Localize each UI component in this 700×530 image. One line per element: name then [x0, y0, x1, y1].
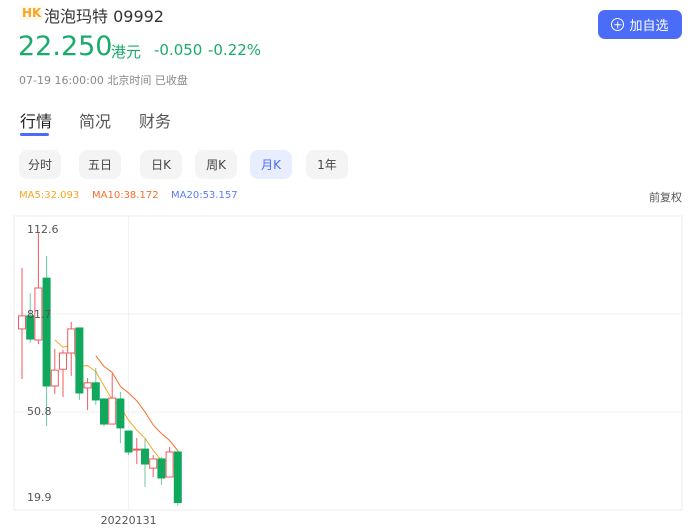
- candle-body: [18, 315, 26, 330]
- candle-body: [141, 448, 149, 465]
- candle-body: [67, 328, 76, 354]
- candle: [91, 367, 100, 406]
- price-change-pct: -0.22%: [208, 41, 262, 59]
- ma10-legend: MA10:38.172: [92, 190, 159, 201]
- candle: [149, 455, 158, 478]
- candle-body: [75, 327, 84, 394]
- candle: [173, 450, 182, 506]
- plus-circle-icon: [611, 18, 625, 31]
- candle: [75, 327, 84, 400]
- candle-body: [91, 382, 100, 401]
- period-daily[interactable]: 日K: [140, 150, 182, 179]
- add-watchlist-button[interactable]: 加自选: [598, 10, 682, 39]
- candle: [67, 321, 76, 376]
- market-badge: HK: [20, 6, 44, 20]
- candle: [26, 293, 35, 343]
- ma5-legend: MA5:32.093: [19, 190, 80, 201]
- y-tick: 81.7: [27, 308, 52, 321]
- currency: 港元: [111, 43, 142, 61]
- timestamp: 07-19 16:00:00 北京时间 已收盘: [19, 74, 188, 87]
- candle: [157, 457, 166, 485]
- tab-market[interactable]: 行情: [20, 112, 53, 131]
- y-tick: 112.6: [27, 223, 59, 236]
- candle-body: [59, 352, 67, 370]
- candle-body: [157, 458, 166, 479]
- candle: [108, 373, 117, 425]
- candle-body: [149, 458, 158, 469]
- candle-body: [108, 397, 117, 425]
- stock-name: 泡泡玛特 09992: [44, 7, 164, 26]
- period-monthly[interactable]: 月K: [250, 150, 292, 179]
- candle: [50, 348, 59, 394]
- period-weekly[interactable]: 周K: [195, 150, 237, 179]
- candle-body: [173, 451, 182, 504]
- candle-body: [124, 430, 133, 453]
- price-change: -0.050: [154, 41, 203, 59]
- y-tick: 50.8: [27, 405, 52, 418]
- candle: [18, 268, 26, 380]
- period-5day[interactable]: 五日: [79, 150, 121, 179]
- chart-border: [13, 215, 683, 511]
- candle: [83, 378, 92, 411]
- period-intraday[interactable]: 分时: [19, 150, 61, 179]
- y-tick: 19.9: [27, 491, 52, 504]
- stock-price: 22.250: [18, 31, 113, 62]
- candle-body: [116, 398, 125, 429]
- tab-profile[interactable]: 简况: [79, 112, 112, 131]
- candle-body: [42, 277, 51, 387]
- ma5-line: [54, 339, 179, 472]
- candle: [165, 446, 174, 478]
- x-tick: 20220131: [101, 514, 157, 527]
- candle: [124, 430, 133, 456]
- period-1year[interactable]: 1年: [306, 150, 348, 179]
- candle: [59, 349, 67, 398]
- ma10-line: [95, 355, 179, 451]
- adjust-mode[interactable]: 前复权: [649, 191, 682, 204]
- candlestick-chart[interactable]: 112.6 81.7 50.8 19.9 20220131: [0, 210, 700, 530]
- candle: [100, 398, 108, 426]
- candle-body: [132, 448, 141, 451]
- candle: [34, 233, 43, 345]
- candle-body: [34, 287, 43, 341]
- candle-body: [165, 451, 174, 478]
- candle: [141, 438, 149, 487]
- candle-body: [26, 315, 35, 340]
- candle-body: [100, 398, 108, 425]
- ma20-legend: MA20:53.157: [171, 190, 238, 201]
- tab-finance[interactable]: 财务: [139, 112, 172, 131]
- active-tab-indicator: [20, 133, 49, 136]
- candle-body: [83, 382, 92, 389]
- candle: [116, 392, 125, 444]
- add-watchlist-label: 加自选: [629, 19, 669, 34]
- candle-body: [50, 369, 59, 387]
- candle: [132, 438, 141, 465]
- candle: [42, 255, 51, 426]
